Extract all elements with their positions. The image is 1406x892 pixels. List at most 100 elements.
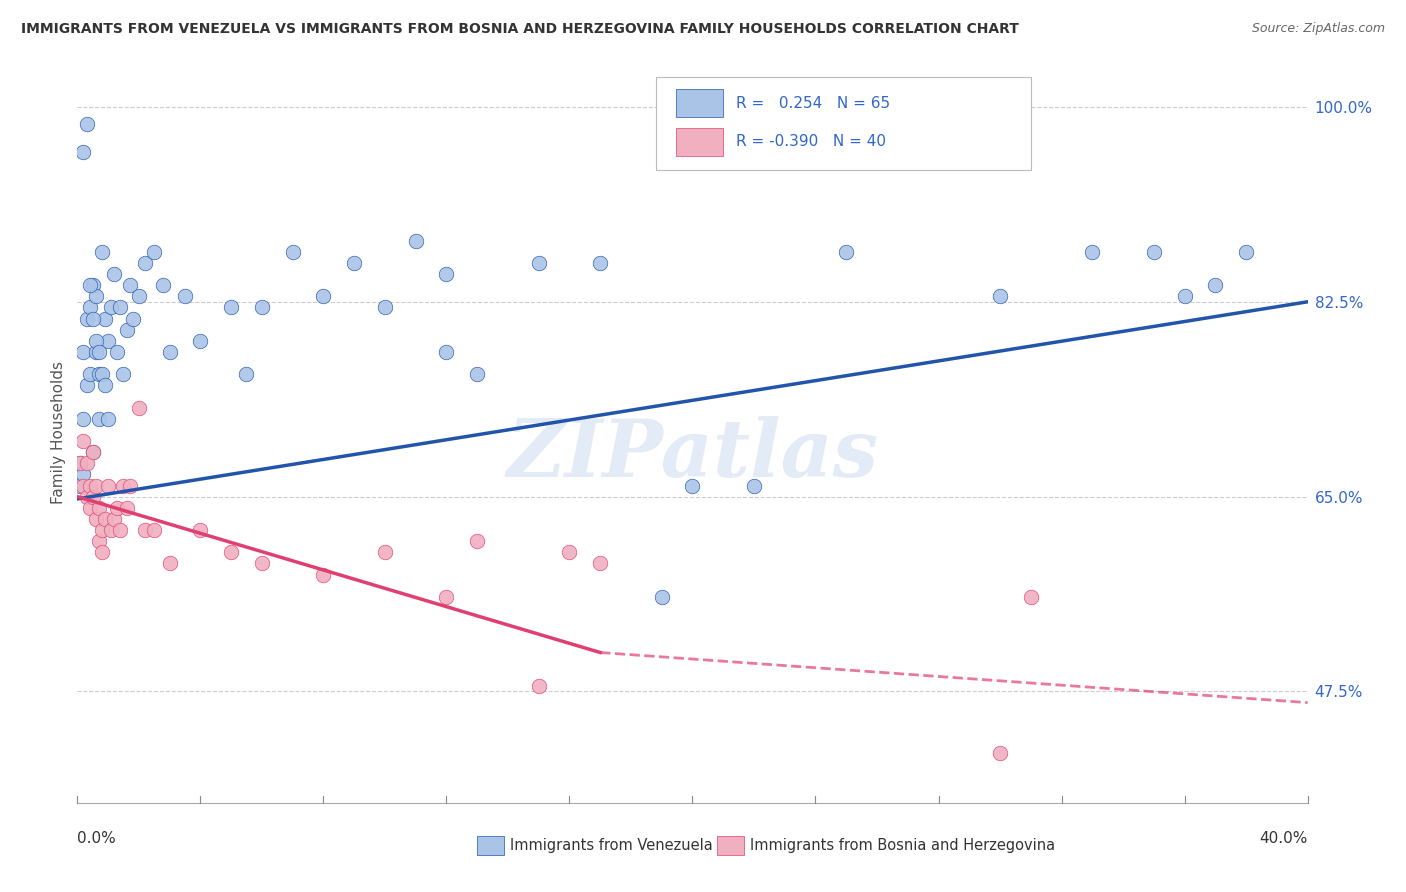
Point <box>110 523 132 537</box>
Point <box>105 500 128 515</box>
Point <box>742 478 765 492</box>
Point <box>72 345 94 359</box>
Text: IMMIGRANTS FROM VENEZUELA VS IMMIGRANTS FROM BOSNIA AND HERZEGOVINA FAMILY HOUSE: IMMIGRANTS FROM VENEZUELA VS IMMIGRANTS … <box>21 22 1019 37</box>
Point <box>188 523 212 537</box>
FancyBboxPatch shape <box>655 78 1031 169</box>
Point <box>465 367 488 381</box>
Point <box>312 567 335 582</box>
Point <box>250 557 273 571</box>
Point <box>100 523 122 537</box>
Point <box>1234 244 1257 259</box>
Point <box>188 334 212 348</box>
Point <box>90 367 114 381</box>
Point <box>988 289 1011 303</box>
Point <box>72 467 94 482</box>
Point <box>118 478 141 492</box>
Point <box>1174 289 1197 303</box>
Point <box>527 256 550 270</box>
Point <box>90 244 114 259</box>
Point <box>72 478 94 492</box>
Point <box>436 345 458 359</box>
Point <box>134 523 156 537</box>
Text: ZIPatlas: ZIPatlas <box>506 416 879 493</box>
Point <box>250 301 273 315</box>
Point <box>79 278 101 293</box>
Point <box>465 534 488 549</box>
Point <box>79 367 101 381</box>
Point <box>82 445 104 459</box>
Point <box>1081 244 1104 259</box>
Point <box>79 301 101 315</box>
Point <box>835 244 858 259</box>
Text: R = -0.390   N = 40: R = -0.390 N = 40 <box>735 134 886 149</box>
Point <box>84 334 107 348</box>
Text: 40.0%: 40.0% <box>1260 830 1308 846</box>
Point <box>281 244 304 259</box>
Text: Source: ZipAtlas.com: Source: ZipAtlas.com <box>1251 22 1385 36</box>
Point <box>84 289 107 303</box>
Point <box>118 278 141 293</box>
Y-axis label: Family Households: Family Households <box>51 361 66 504</box>
Point <box>558 545 581 559</box>
Point <box>312 289 335 303</box>
Point <box>76 378 98 392</box>
Point <box>69 478 91 492</box>
Point <box>121 311 143 326</box>
Point <box>115 323 138 337</box>
Point <box>84 345 107 359</box>
Point <box>87 345 110 359</box>
Point <box>94 512 117 526</box>
Point <box>1204 278 1226 293</box>
Point <box>82 490 104 504</box>
Point <box>436 267 458 281</box>
Text: R =   0.254   N = 65: R = 0.254 N = 65 <box>735 95 890 111</box>
Point <box>82 445 104 459</box>
Point <box>69 456 91 470</box>
Point <box>527 679 550 693</box>
Point <box>97 334 120 348</box>
Point <box>988 746 1011 760</box>
Point <box>69 456 91 470</box>
Point <box>219 301 242 315</box>
Point <box>219 545 242 559</box>
Point <box>84 478 107 492</box>
Point <box>235 367 257 381</box>
Point <box>82 311 104 326</box>
Point <box>589 256 612 270</box>
Point <box>76 117 98 131</box>
Point <box>112 367 135 381</box>
Point <box>76 490 98 504</box>
Point <box>128 401 150 415</box>
Point <box>87 500 110 515</box>
Point <box>152 278 174 293</box>
Point <box>94 311 117 326</box>
Text: Immigrants from Bosnia and Herzegovina: Immigrants from Bosnia and Herzegovina <box>751 838 1056 854</box>
Point <box>72 145 94 159</box>
Point <box>374 301 396 315</box>
Point <box>79 478 101 492</box>
Point <box>79 500 101 515</box>
Point <box>651 590 673 604</box>
FancyBboxPatch shape <box>676 128 723 156</box>
Point <box>1019 590 1042 604</box>
Point <box>343 256 366 270</box>
Point <box>76 456 98 470</box>
Point <box>94 378 117 392</box>
Point <box>374 545 396 559</box>
Point <box>87 534 110 549</box>
Point <box>72 411 94 425</box>
Point <box>90 523 114 537</box>
Text: 0.0%: 0.0% <box>77 830 117 846</box>
Point <box>82 278 104 293</box>
Point <box>405 234 427 248</box>
FancyBboxPatch shape <box>717 836 744 855</box>
Point <box>103 267 125 281</box>
Point <box>128 289 150 303</box>
Point <box>84 512 107 526</box>
Point <box>105 345 128 359</box>
Point <box>97 411 120 425</box>
Point <box>143 523 166 537</box>
FancyBboxPatch shape <box>676 89 723 117</box>
Point <box>143 244 166 259</box>
Point <box>589 557 612 571</box>
